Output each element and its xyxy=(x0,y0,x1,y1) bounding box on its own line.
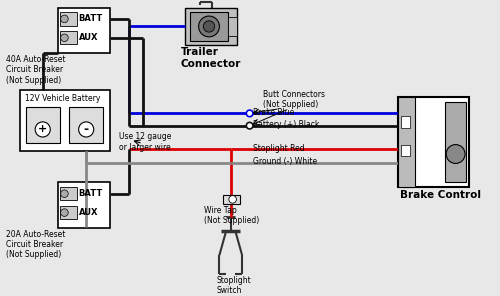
Bar xyxy=(223,195,240,204)
Circle shape xyxy=(35,122,50,137)
Text: 40A Auto-Reset
Circuit Breaker
(Not Supplied): 40A Auto-Reset Circuit Breaker (Not Supp… xyxy=(6,55,66,85)
Bar xyxy=(228,17,237,36)
Text: Ground (-) White: Ground (-) White xyxy=(254,157,318,166)
Text: BATT: BATT xyxy=(78,14,103,23)
Bar xyxy=(69,107,103,143)
Text: Brake Blue: Brake Blue xyxy=(254,108,294,117)
Text: AUX: AUX xyxy=(78,208,98,217)
Circle shape xyxy=(60,34,68,41)
Bar xyxy=(398,97,469,187)
Text: AUX: AUX xyxy=(78,33,98,42)
Circle shape xyxy=(60,15,68,23)
Bar xyxy=(60,31,76,44)
Bar xyxy=(401,116,410,128)
Text: Trailer
Connector: Trailer Connector xyxy=(180,47,241,69)
Bar xyxy=(60,206,76,219)
Text: -: - xyxy=(84,123,88,136)
Bar xyxy=(26,107,60,143)
Text: Brake Control: Brake Control xyxy=(400,190,481,200)
Text: Stoplight
Switch: Stoplight Switch xyxy=(216,276,252,295)
Bar xyxy=(445,102,466,182)
Circle shape xyxy=(204,21,214,32)
Text: Butt Connectors
(Not Supplied): Butt Connectors (Not Supplied) xyxy=(263,90,325,109)
Bar xyxy=(20,90,110,151)
Circle shape xyxy=(60,190,68,197)
Circle shape xyxy=(246,122,253,129)
Bar xyxy=(60,12,76,25)
Text: Stoplight Red: Stoplight Red xyxy=(254,144,305,153)
Bar xyxy=(58,8,110,53)
Circle shape xyxy=(246,110,253,117)
Bar xyxy=(401,144,410,156)
Text: 12V Vehicle Battery: 12V Vehicle Battery xyxy=(25,94,100,102)
Circle shape xyxy=(446,144,465,163)
Circle shape xyxy=(78,122,94,137)
Bar xyxy=(58,182,110,228)
Text: Wire Tap
(Not Supplied): Wire Tap (Not Supplied) xyxy=(204,206,260,225)
Text: +: + xyxy=(38,124,48,134)
Bar xyxy=(186,8,238,45)
Text: Battery (+) Black: Battery (+) Black xyxy=(254,120,320,129)
Text: BATT: BATT xyxy=(78,189,103,198)
Text: 20A Auto-Reset
Circuit Breaker
(Not Supplied): 20A Auto-Reset Circuit Breaker (Not Supp… xyxy=(6,230,65,259)
Circle shape xyxy=(229,196,236,203)
Bar xyxy=(398,97,415,187)
Circle shape xyxy=(60,209,68,216)
Circle shape xyxy=(198,16,220,37)
Bar xyxy=(190,12,228,41)
Text: Use 12 gauge
or larger wire: Use 12 gauge or larger wire xyxy=(119,132,172,152)
Bar xyxy=(60,187,76,200)
